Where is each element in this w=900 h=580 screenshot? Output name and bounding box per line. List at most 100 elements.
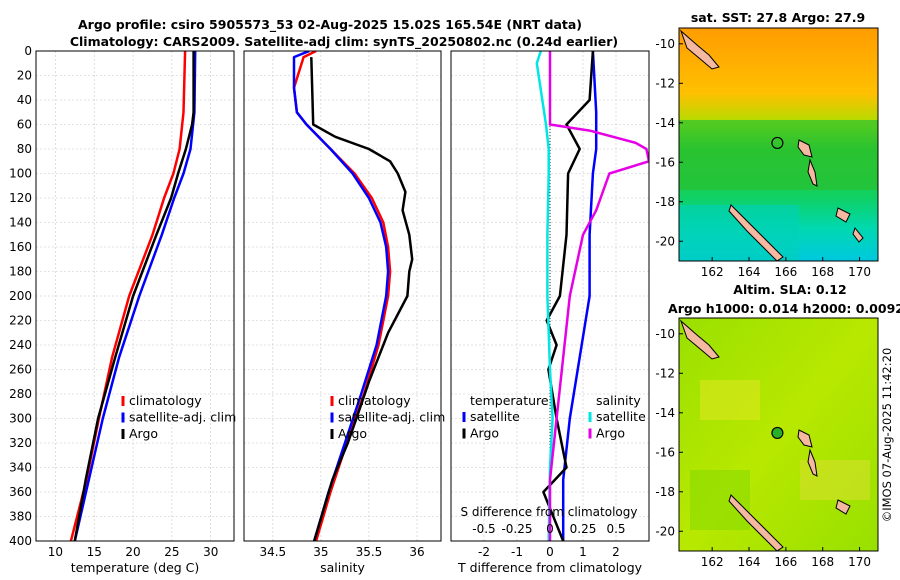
map-x-tick-label: 166 (774, 265, 797, 279)
s-tick-label: -0.5 (472, 522, 495, 536)
legend-label: satellite-adj. clim (129, 410, 236, 425)
legend-label: satellite (470, 409, 520, 424)
sla-map-axes: 162 164 166 168 170 -10 -12 -14 -16 -18 -20 (655, 327, 871, 569)
axes-frame (243, 50, 442, 542)
s-tick-label: 0.5 (606, 522, 625, 536)
map-x-tick-label: 162 (701, 265, 724, 279)
map-y-tick-label: -16 (655, 155, 675, 169)
y-tick-label: 140 (9, 216, 32, 230)
map-y-tick-label: -20 (655, 234, 675, 248)
s-axis-label: S difference from climatology (461, 505, 638, 519)
sla-map-title-1: Altim. SLA: 0.12 (733, 282, 846, 297)
x-tick-label: 10 (48, 545, 63, 559)
salinity-panel: 34.5 35 35.5 36 salinity climatology satellite… (243, 50, 445, 575)
map-y-tick-label: -12 (655, 76, 675, 90)
legend-title-temperature: temperature (470, 393, 549, 408)
series-line-salinity-satellite (535, 51, 554, 541)
map-y-tick-label: -14 (655, 406, 675, 420)
sst-green-band (679, 120, 878, 190)
sla-map-title-2: Argo h1000: 0.014 h2000: 0.0092 (668, 301, 900, 316)
series-line-satellite-adj-clim (292, 51, 390, 541)
sla-yellow-patch (700, 380, 760, 420)
map-x-tick-label: 168 (811, 555, 834, 569)
map-y-tick-label: -20 (655, 524, 675, 538)
y-tick-label: 360 (9, 485, 32, 499)
map-y-tick-label: -18 (655, 195, 675, 209)
sla-land-mass (797, 429, 813, 448)
x-axis-label: salinity (320, 560, 365, 575)
sla-land-mass (835, 499, 851, 515)
y-tick-label: 260 (9, 363, 32, 377)
map-x-tick-label: 168 (811, 265, 834, 279)
map-y-tick-label: -10 (655, 37, 675, 51)
map-y-tick-label: -12 (655, 366, 675, 380)
y-tick-label: 40 (17, 93, 32, 107)
series-line-temperature-satellite (561, 51, 598, 541)
series-group (69, 51, 197, 541)
sst-land-mass (807, 158, 818, 187)
legend-label: climatology (338, 393, 411, 408)
sst-land-mass (797, 139, 813, 158)
x-tick-label: 15 (87, 545, 102, 559)
y-tick-label: 200 (9, 289, 32, 303)
sla-land-mass (679, 319, 720, 360)
s-tick-label: 0 (546, 522, 554, 536)
series-line-salinity-argo (548, 51, 649, 541)
map-y-tick-label: -10 (655, 327, 675, 341)
legend-title-salinity: salinity (596, 393, 641, 408)
sst-map: sat. SST: 27.8 Argo: 27.9 162 164 166 168 17… (655, 10, 879, 279)
map-x-tick-label: 162 (701, 555, 724, 569)
x-tick-label: 25 (164, 545, 179, 559)
x-tick-label: 34.5 (259, 545, 286, 559)
y-tick-label: 100 (9, 167, 32, 181)
title-line-1: Argo profile: csiro 5905573_53 02-Aug-20… (78, 17, 582, 33)
map-x-tick-label: 166 (774, 555, 797, 569)
y-tick-label: 300 (9, 412, 32, 426)
x-tick-label: -2 (478, 545, 490, 559)
y-tick-label: 400 (9, 534, 32, 548)
sla-land-mass (728, 494, 784, 551)
x-tick-label: 35 (313, 545, 328, 559)
axes-frame (35, 50, 235, 542)
series-line-argo (73, 51, 195, 541)
x-axis-label: temperature (deg C) (71, 560, 200, 575)
temperature-panel: 0 20 40 60 80 100 120 140 160 180 200 220 240 260 280 3… (9, 44, 236, 575)
legend-label: climatology (129, 393, 202, 408)
y-tick-label: 320 (9, 436, 32, 450)
difference-panel: -2 -1 0 1 2T difference from climatology S di… (450, 50, 650, 575)
argo-position-marker (771, 426, 784, 440)
sst-land-mass (679, 29, 720, 70)
sla-map-frame (678, 317, 879, 552)
y-tick-label: 380 (9, 510, 32, 524)
map-y-tick-label: -16 (655, 445, 675, 459)
series-group (292, 51, 414, 541)
series-group (535, 51, 649, 541)
map-y-tick-label: -18 (655, 485, 675, 499)
sla-land-mass (807, 448, 818, 477)
x-tick-label: 0 (546, 545, 554, 559)
sst-map-title: sat. SST: 27.8 Argo: 27.9 (691, 10, 865, 25)
x-tick-label: 1 (579, 545, 587, 559)
map-x-tick-label: 164 (738, 265, 761, 279)
map-x-tick-label: 170 (848, 265, 871, 279)
y-tick-label: 280 (9, 387, 32, 401)
sla-map: Altim. SLA: 0.12 Argo h1000: 0.014 h2000… (655, 282, 900, 569)
x-axis-label: T difference from climatology (457, 560, 643, 575)
x-tick-label: 35.5 (356, 545, 383, 559)
map-y-tick-label: -14 (655, 116, 675, 130)
sla-green-patch (690, 470, 750, 530)
map-x-tick-label: 170 (848, 555, 871, 569)
y-tick-label: 60 (17, 118, 32, 132)
sst-map-axes: 162 164 166 168 170 -10 -12 -14 -16 -18 -20 (655, 37, 871, 279)
y-tick-label: 120 (9, 191, 32, 205)
legend-label: Argo (470, 426, 499, 441)
argo-position-marker (771, 136, 784, 150)
map-x-tick-label: 164 (738, 555, 761, 569)
imos-credit: ©IMOS 07-Aug-2025 11:42:20 (880, 348, 894, 523)
x-tick-label: 30 (203, 545, 218, 559)
axes-frame (450, 50, 650, 542)
y-tick-label: 20 (17, 69, 32, 83)
legend-label: satellite-adj. clim (338, 410, 445, 425)
x-tick-label: -1 (511, 545, 523, 559)
